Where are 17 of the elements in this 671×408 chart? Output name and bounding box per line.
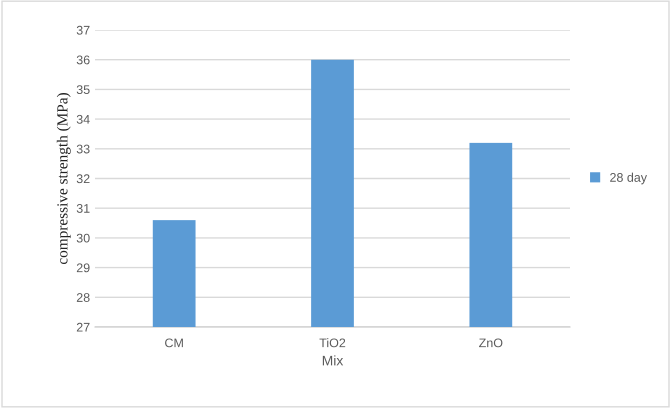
y-tick-label: 30 [76, 234, 90, 243]
y-tick-label: 29 [76, 263, 90, 272]
y-axis-title: compressive strength (MPa) [56, 93, 71, 264]
y-tick-label: 35 [76, 85, 90, 94]
y-tick-label: 33 [76, 144, 90, 154]
y-tick-label: 31 [76, 204, 90, 213]
x-tick-label: TiO2 [319, 338, 346, 348]
x-tick-label: CM [165, 338, 183, 348]
y-tick-label: 28 [76, 293, 90, 302]
x-tick-label: ZnO [479, 338, 502, 348]
legend-label: 28 day [610, 172, 648, 184]
y-tick-label: 27 [76, 322, 90, 332]
y-tick-label: 34 [76, 114, 90, 124]
y-tick-label: 37 [76, 26, 90, 35]
x-axis-title: Mix [322, 355, 344, 366]
y-tick-label: 32 [76, 174, 90, 184]
y-tick-label: 36 [76, 56, 90, 64]
